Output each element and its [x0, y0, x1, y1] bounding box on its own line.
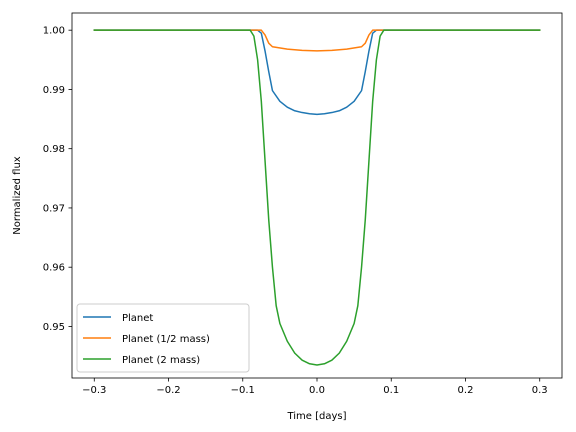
legend-label-2: Planet (1/2 mass) [122, 334, 210, 345]
legend: Planet Planet (1/2 mass) Planet (2 mass) [76, 303, 250, 373]
x-tick-label: 0.1 [383, 385, 399, 396]
plot-area [71, 12, 563, 379]
x-tick-label: −0.2 [156, 385, 180, 396]
series-line-3 [93, 29, 541, 366]
y-tick-label: 1.00 [43, 26, 65, 37]
series-line-1 [93, 29, 541, 116]
x-tick-label: 0.0 [309, 385, 325, 396]
series-lines [93, 29, 541, 366]
x-tick-label: 0.3 [532, 385, 548, 396]
x-axis-ticks: −0.3 −0.2 −0.1 0.0 0.1 0.2 0.3 [82, 378, 548, 396]
y-tick-label: 0.98 [43, 144, 65, 155]
y-axis-ticks: 0.95 0.96 0.97 0.98 0.99 1.00 [43, 26, 72, 333]
x-tick-label: −0.3 [82, 385, 106, 396]
legend-box [76, 303, 250, 373]
y-tick-label: 0.99 [43, 85, 65, 96]
x-tick-label: −0.1 [231, 385, 255, 396]
legend-label-1: Planet [122, 313, 153, 324]
y-tick-label: 0.95 [43, 322, 65, 333]
legend-label-3: Planet (2 mass) [122, 355, 200, 366]
x-tick-label: 0.2 [458, 385, 474, 396]
x-axis-label: Time [days] [286, 411, 346, 422]
series-line-2 [93, 29, 541, 52]
y-tick-label: 0.97 [43, 203, 65, 214]
y-tick-label: 0.96 [43, 263, 65, 274]
y-axis-label: Normalized flux [12, 156, 23, 235]
